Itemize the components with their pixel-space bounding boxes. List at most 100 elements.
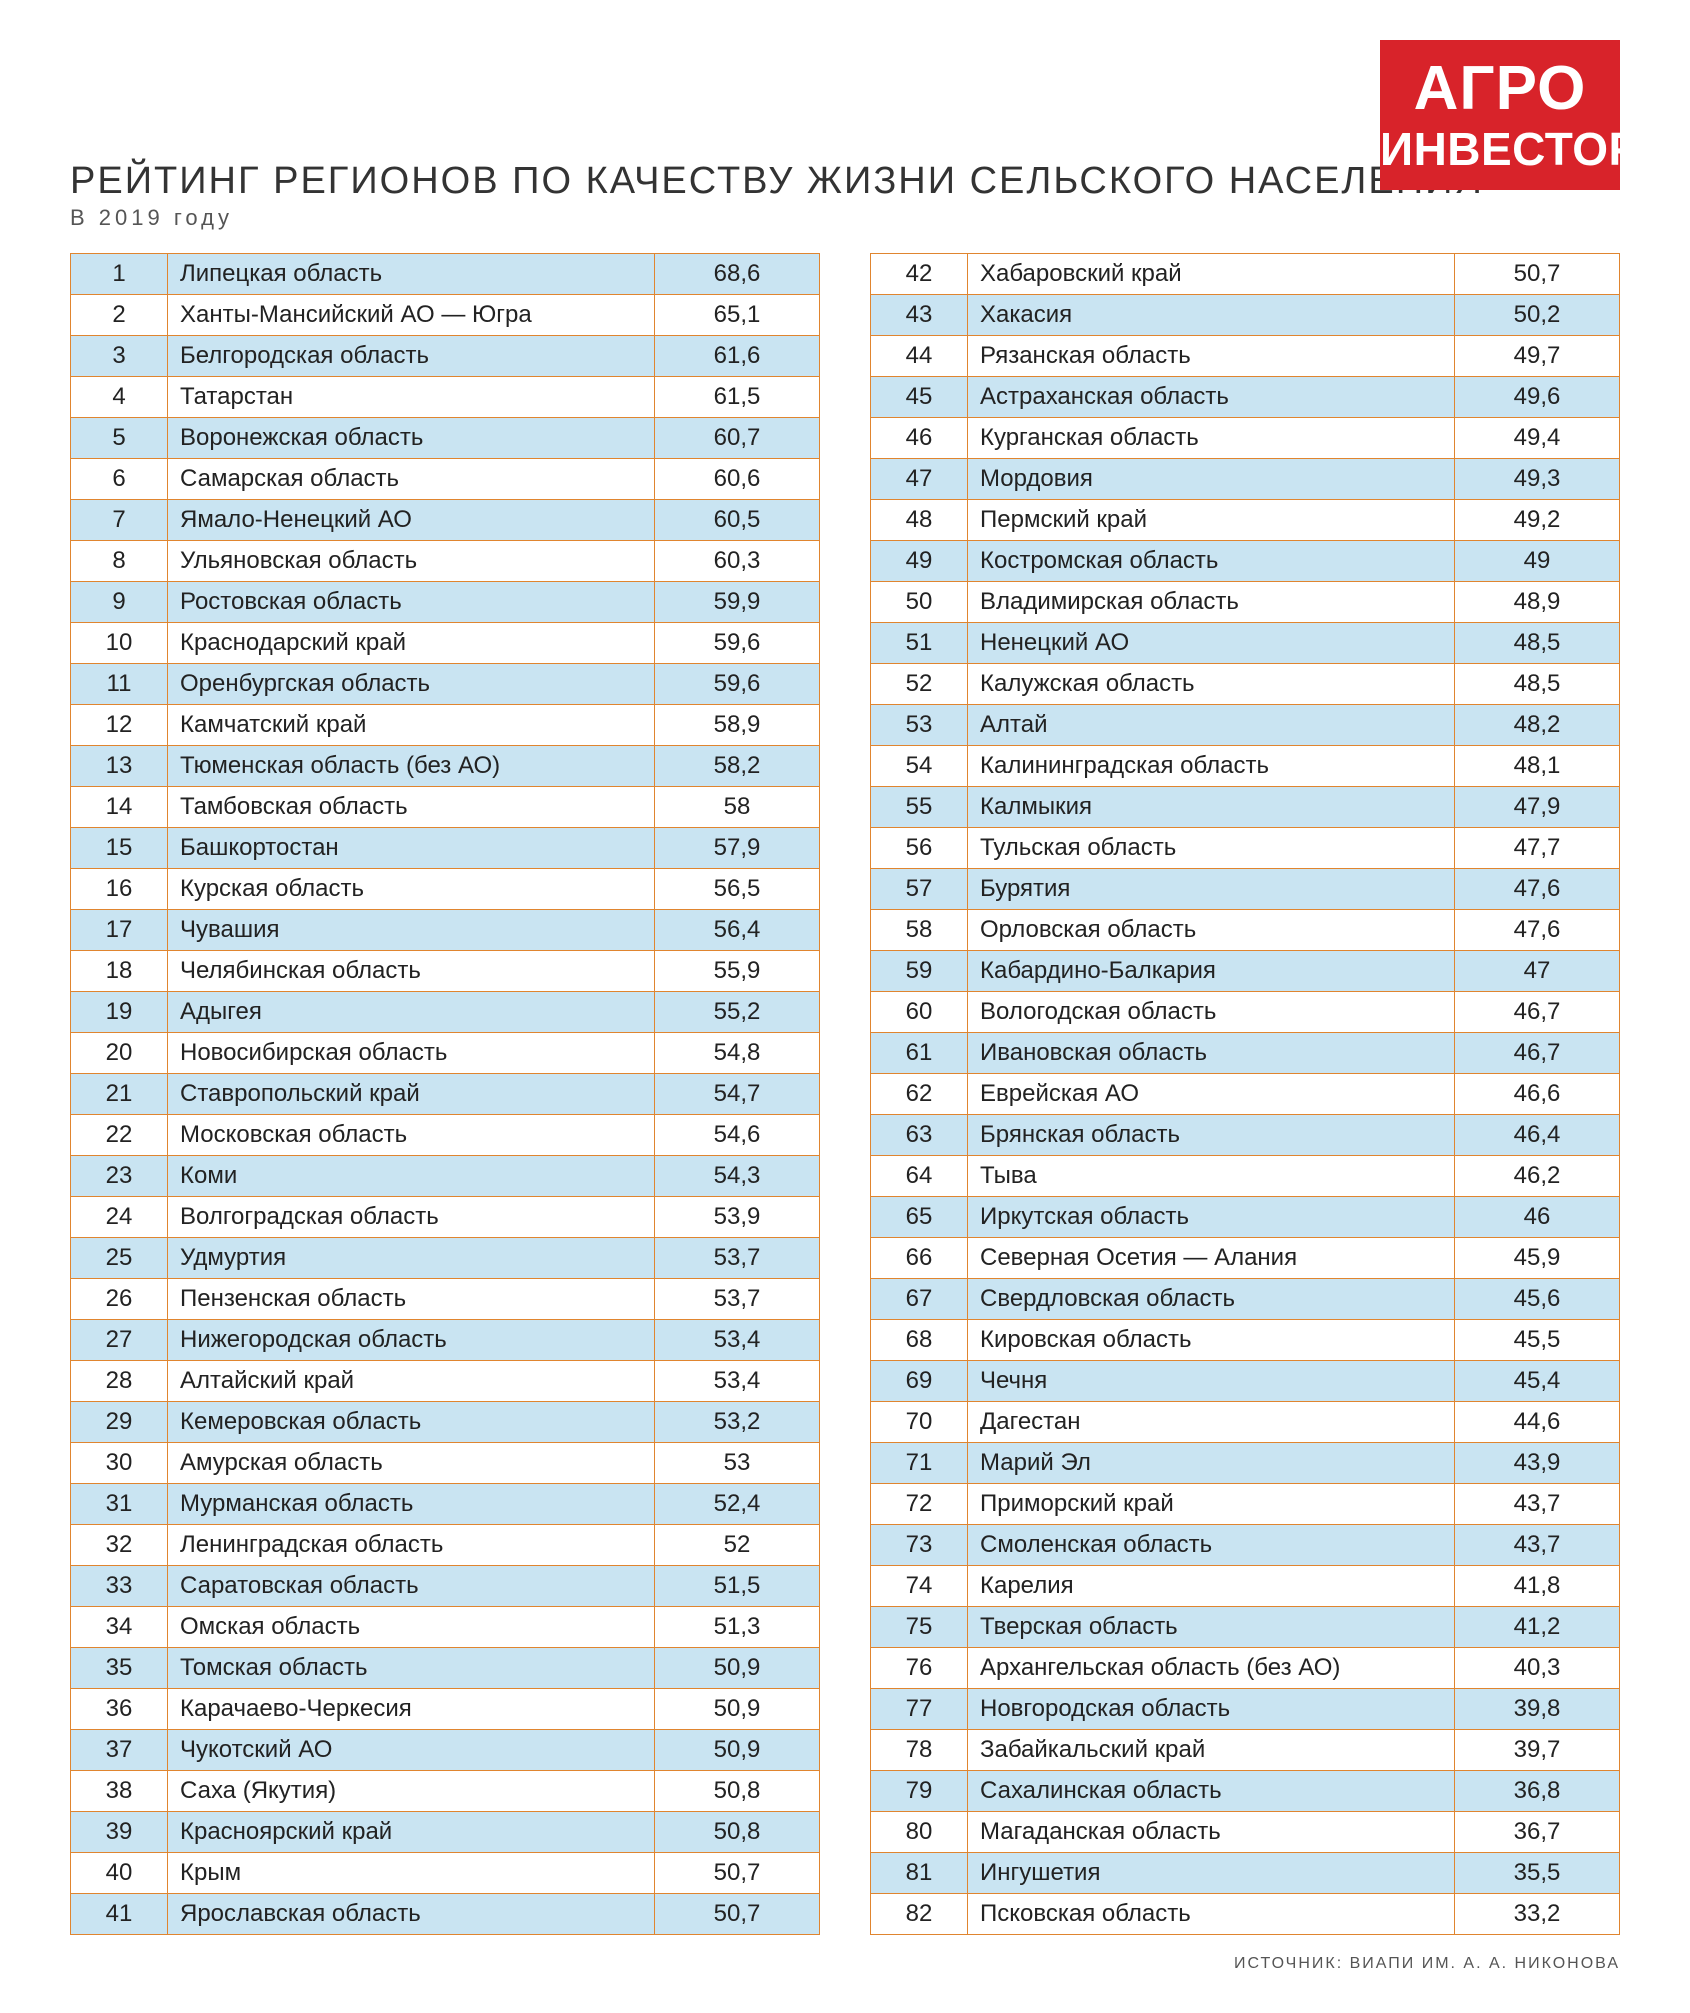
value-cell: 49,4: [1455, 418, 1620, 459]
table-row: 54Калининградская область48,1: [871, 746, 1620, 787]
region-cell: Ульяновская область: [168, 541, 655, 582]
rank-cell: 3: [71, 336, 168, 377]
table-row: 18Челябинская область55,9: [71, 951, 820, 992]
value-cell: 46,7: [1455, 1033, 1620, 1074]
region-cell: Самарская область: [168, 459, 655, 500]
region-cell: Карелия: [968, 1566, 1455, 1607]
region-cell: Пермский край: [968, 500, 1455, 541]
rank-cell: 81: [871, 1853, 968, 1894]
rank-cell: 33: [71, 1566, 168, 1607]
rank-cell: 52: [871, 664, 968, 705]
value-cell: 47,7: [1455, 828, 1620, 869]
region-cell: Оренбургская область: [168, 664, 655, 705]
region-cell: Ингушетия: [968, 1853, 1455, 1894]
table-row: 78Забайкальский край39,7: [871, 1730, 1620, 1771]
region-cell: Алтайский край: [168, 1361, 655, 1402]
table-row: 81Ингушетия35,5: [871, 1853, 1620, 1894]
table-row: 35Томская область50,9: [71, 1648, 820, 1689]
rank-cell: 10: [71, 623, 168, 664]
table-row: 62Еврейская АО46,6: [871, 1074, 1620, 1115]
rank-cell: 57: [871, 869, 968, 910]
region-cell: Ненецкий АО: [968, 623, 1455, 664]
region-cell: Еврейская АО: [968, 1074, 1455, 1115]
value-cell: 50,8: [655, 1771, 820, 1812]
table-row: 57Бурятия47,6: [871, 869, 1620, 910]
region-cell: Тульская область: [968, 828, 1455, 869]
value-cell: 53,4: [655, 1320, 820, 1361]
table-row: 45Астраханская область49,6: [871, 377, 1620, 418]
table-row: 30Амурская область53: [71, 1443, 820, 1484]
region-cell: Челябинская область: [168, 951, 655, 992]
table-row: 51Ненецкий АО48,5: [871, 623, 1620, 664]
value-cell: 43,9: [1455, 1443, 1620, 1484]
rank-cell: 67: [871, 1279, 968, 1320]
region-cell: Чукотский АО: [168, 1730, 655, 1771]
table-row: 34Омская область51,3: [71, 1607, 820, 1648]
value-cell: 49: [1455, 541, 1620, 582]
region-cell: Алтай: [968, 705, 1455, 746]
region-cell: Тыва: [968, 1156, 1455, 1197]
region-cell: Кировская область: [968, 1320, 1455, 1361]
table-row: 14Тамбовская область58: [71, 787, 820, 828]
region-cell: Крым: [168, 1853, 655, 1894]
table-row: 10Краснодарский край59,6: [71, 623, 820, 664]
region-cell: Орловская область: [968, 910, 1455, 951]
value-cell: 59,9: [655, 582, 820, 623]
value-cell: 53,4: [655, 1361, 820, 1402]
value-cell: 45,4: [1455, 1361, 1620, 1402]
value-cell: 48,9: [1455, 582, 1620, 623]
region-cell: Карачаево-Черкесия: [168, 1689, 655, 1730]
value-cell: 45,9: [1455, 1238, 1620, 1279]
value-cell: 61,5: [655, 377, 820, 418]
rank-cell: 79: [871, 1771, 968, 1812]
region-cell: Воронежская область: [168, 418, 655, 459]
region-cell: Астраханская область: [968, 377, 1455, 418]
region-cell: Северная Осетия — Алания: [968, 1238, 1455, 1279]
rank-cell: 5: [71, 418, 168, 459]
value-cell: 53,7: [655, 1279, 820, 1320]
rank-cell: 31: [71, 1484, 168, 1525]
rank-cell: 2: [71, 295, 168, 336]
value-cell: 58,2: [655, 746, 820, 787]
rank-cell: 19: [71, 992, 168, 1033]
rank-cell: 29: [71, 1402, 168, 1443]
value-cell: 46,6: [1455, 1074, 1620, 1115]
value-cell: 47,6: [1455, 910, 1620, 951]
value-cell: 48,2: [1455, 705, 1620, 746]
table-column-left: 1Липецкая область68,62Ханты-Мансийский А…: [70, 253, 820, 1935]
region-cell: Чечня: [968, 1361, 1455, 1402]
rank-cell: 6: [71, 459, 168, 500]
table-row: 42Хабаровский край50,7: [871, 254, 1620, 295]
table-row: 40Крым50,7: [71, 1853, 820, 1894]
value-cell: 54,6: [655, 1115, 820, 1156]
value-cell: 58,9: [655, 705, 820, 746]
rank-cell: 60: [871, 992, 968, 1033]
region-cell: Смоленская область: [968, 1525, 1455, 1566]
value-cell: 55,2: [655, 992, 820, 1033]
region-cell: Бурятия: [968, 869, 1455, 910]
table-row: 66Северная Осетия — Алания45,9: [871, 1238, 1620, 1279]
value-cell: 54,7: [655, 1074, 820, 1115]
value-cell: 53,2: [655, 1402, 820, 1443]
value-cell: 60,3: [655, 541, 820, 582]
rank-cell: 50: [871, 582, 968, 623]
logo-line1: АГРО: [1380, 58, 1620, 120]
table-row: 29Кемеровская область53,2: [71, 1402, 820, 1443]
rank-cell: 62: [871, 1074, 968, 1115]
rank-cell: 34: [71, 1607, 168, 1648]
value-cell: 61,6: [655, 336, 820, 377]
table-row: 11Оренбургская область59,6: [71, 664, 820, 705]
value-cell: 50,9: [655, 1730, 820, 1771]
table-row: 8Ульяновская область60,3: [71, 541, 820, 582]
table-row: 26Пензенская область53,7: [71, 1279, 820, 1320]
rank-cell: 21: [71, 1074, 168, 1115]
table-row: 27Нижегородская область53,4: [71, 1320, 820, 1361]
rank-cell: 41: [71, 1894, 168, 1935]
rank-cell: 1: [71, 254, 168, 295]
table-row: 68Кировская область45,5: [871, 1320, 1620, 1361]
rank-cell: 51: [871, 623, 968, 664]
rank-cell: 14: [71, 787, 168, 828]
table-row: 50Владимирская область48,9: [871, 582, 1620, 623]
value-cell: 56,4: [655, 910, 820, 951]
rank-cell: 11: [71, 664, 168, 705]
